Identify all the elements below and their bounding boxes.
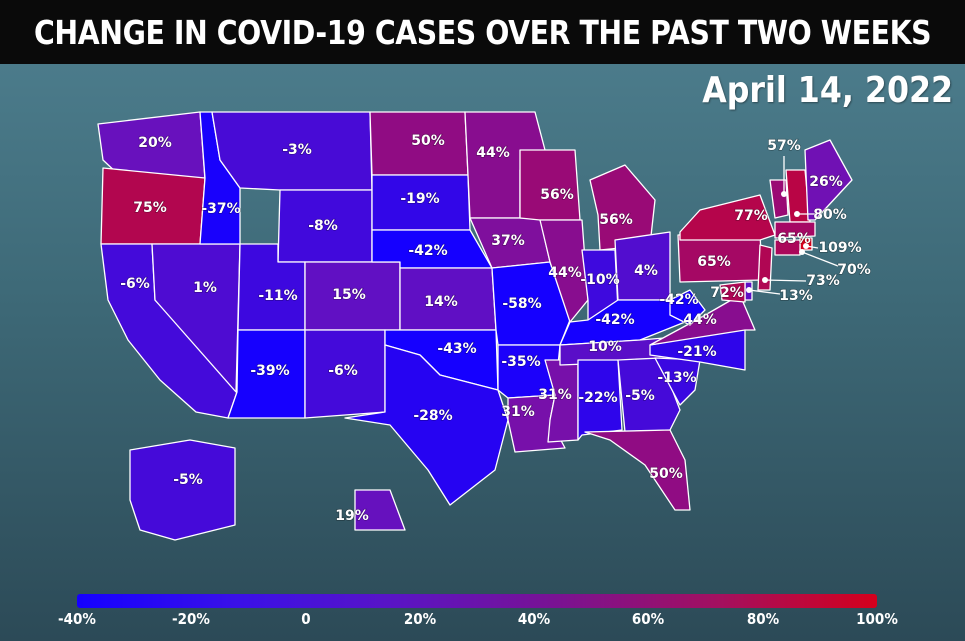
state-label-mi: 56% — [599, 212, 633, 228]
state-label-ga: -5% — [625, 388, 655, 404]
state-nj — [757, 244, 773, 291]
state-label-md: 72% — [710, 285, 744, 301]
leader-line-nj — [764, 279, 807, 282]
state-label-mt: -3% — [282, 142, 312, 158]
state-label-wa: 20% — [138, 135, 172, 151]
state-label-me: 26% — [809, 174, 843, 190]
state-label-ut: -11% — [258, 288, 297, 304]
state-label-ar: -35% — [501, 354, 540, 370]
state-label-sc: -13% — [657, 370, 696, 386]
state-label-de: 13% — [779, 288, 813, 304]
leader-dot-nj — [762, 277, 768, 283]
leader-dot-ct — [799, 249, 805, 255]
legend-tick-label: -20% — [172, 610, 211, 628]
state-label-pa: 65% — [697, 254, 731, 270]
state-label-ri: 109% — [818, 240, 861, 256]
state-label-ks: 14% — [424, 294, 458, 310]
state-label-nj: 73% — [806, 273, 840, 289]
state-label-ne: -42% — [408, 243, 447, 259]
state-label-nh: 80% — [813, 207, 847, 223]
legend-color-bar — [77, 594, 877, 608]
state-label-nc: -21% — [677, 344, 716, 360]
state-label-co: 15% — [332, 287, 366, 303]
leader-dot-vt — [781, 191, 787, 197]
state-ct — [774, 239, 801, 256]
state-label-nd: 50% — [411, 133, 445, 149]
state-label-va: 44% — [683, 312, 717, 328]
legend-tick-label: 0 — [300, 610, 311, 628]
state-md — [719, 281, 746, 303]
state-label-ny: 77% — [734, 208, 768, 224]
state-label-ms: 31% — [538, 387, 572, 403]
state-tx — [344, 344, 509, 506]
state-wi — [519, 149, 581, 221]
state-label-ma: 65% — [777, 231, 811, 247]
state-wv — [669, 289, 706, 326]
state-label-il: 44% — [548, 265, 582, 281]
leader-dot-ri — [803, 243, 809, 249]
state-label-az: -39% — [250, 363, 289, 379]
state-label-la: 31% — [501, 404, 535, 420]
state-label-hi: 19% — [335, 508, 369, 524]
state-ak — [129, 439, 236, 541]
state-ma — [774, 221, 816, 239]
state-label-nm: -6% — [328, 363, 358, 379]
state-label-sd: -19% — [400, 191, 439, 207]
state-label-ky: -42% — [595, 312, 634, 328]
state-label-mo: -58% — [502, 296, 541, 312]
state-label-ok: -43% — [437, 341, 476, 357]
state-label-ca: -6% — [120, 276, 150, 292]
leader-dot-nh — [794, 211, 800, 217]
state-az — [227, 329, 306, 419]
date-label: April 14, 2022 — [702, 70, 953, 111]
state-label-fl: 50% — [649, 466, 683, 482]
legend-tick-label: 80% — [746, 610, 779, 628]
legend-tick-label: -40% — [58, 610, 96, 628]
state-label-vt: 57% — [767, 138, 801, 154]
legend-tick-label: 40% — [517, 610, 551, 628]
state-label-in: -10% — [580, 272, 619, 288]
state-label-mn: 44% — [476, 145, 510, 161]
leader-dot-de — [746, 287, 752, 293]
state-label-wy: -8% — [308, 218, 338, 234]
leader-line-ct — [801, 251, 839, 267]
state-il — [539, 219, 589, 323]
state-label-wi: 56% — [540, 187, 574, 203]
leader-line-de — [748, 289, 781, 295]
state-label-tn: 10% — [588, 339, 622, 355]
state-label-tx: -28% — [413, 408, 452, 424]
state-hi — [354, 489, 406, 531]
legend-tick-label: 20% — [403, 610, 437, 628]
state-vt — [769, 179, 789, 219]
state-label-nv: 1% — [193, 280, 217, 296]
state-label-al: -22% — [578, 390, 617, 406]
legend-tick-label: 100% — [856, 610, 898, 628]
state-label-ia: 37% — [491, 233, 525, 249]
state-label-ak: -5% — [173, 472, 203, 488]
state-label-wv: -42% — [659, 292, 698, 308]
state-label-id: -37% — [201, 201, 240, 217]
legend-tick-label: 60% — [632, 610, 665, 628]
state-me — [804, 139, 853, 221]
state-fl — [584, 429, 691, 511]
state-label-oh: 4% — [634, 263, 658, 279]
state-label-ct: 70% — [837, 262, 871, 278]
map-title: CHANGE IN COVID-19 CASES OVER THE PAST T… — [33, 12, 932, 52]
state-label-or: 75% — [133, 200, 167, 216]
title-bar: CHANGE IN COVID-19 CASES OVER THE PAST T… — [0, 0, 965, 64]
